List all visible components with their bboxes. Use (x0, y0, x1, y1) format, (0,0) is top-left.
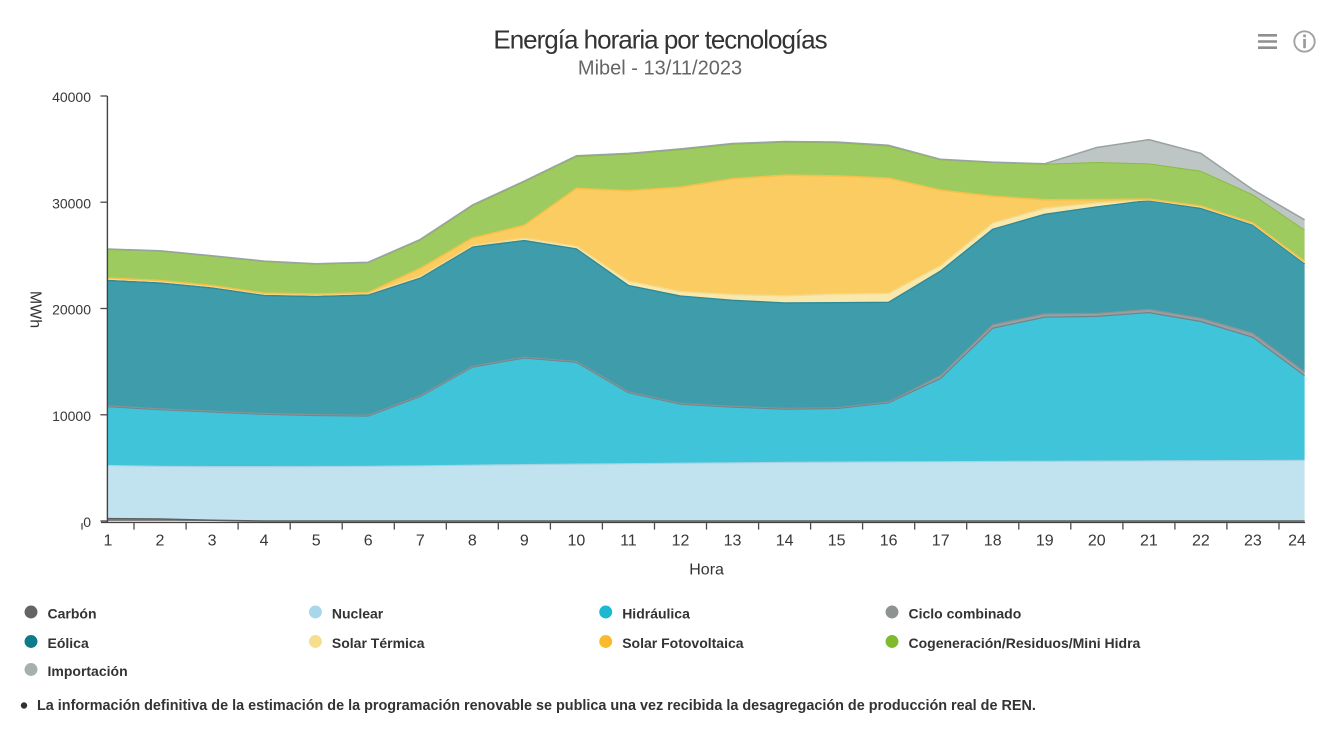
svg-text:15: 15 (828, 533, 846, 550)
svg-text:40000: 40000 (52, 89, 91, 105)
svg-text:12: 12 (672, 533, 690, 550)
svg-text:30000: 30000 (52, 195, 91, 211)
svg-text:2: 2 (156, 533, 165, 550)
svg-text:Carbón: Carbón (48, 605, 97, 621)
svg-text:Solar Térmica: Solar Térmica (332, 635, 425, 651)
svg-text:Nuclear: Nuclear (332, 605, 384, 621)
svg-text:Hora: Hora (689, 562, 724, 579)
svg-text:13: 13 (724, 533, 742, 550)
svg-text:7: 7 (416, 533, 425, 550)
svg-text:14: 14 (776, 533, 794, 550)
svg-text:8: 8 (468, 533, 477, 550)
svg-text:3: 3 (208, 533, 217, 550)
svg-text:La información definitiva de l: La información definitiva de la estimaci… (37, 698, 1036, 714)
svg-text:6: 6 (364, 533, 373, 550)
svg-text:Mibel - 13/11/2023: Mibel - 13/11/2023 (578, 58, 742, 80)
svg-text:Importación: Importación (48, 663, 128, 679)
svg-text:16: 16 (880, 533, 898, 550)
svg-text:Ciclo combinado: Ciclo combinado (909, 605, 1022, 621)
svg-text:0: 0 (83, 514, 91, 530)
svg-text:18: 18 (984, 533, 1002, 550)
svg-text:20: 20 (1088, 533, 1106, 550)
svg-text:20000: 20000 (52, 302, 91, 318)
svg-text:Hidráulica: Hidráulica (622, 605, 690, 621)
svg-text:1: 1 (104, 533, 113, 550)
svg-text:MWh: MWh (27, 291, 44, 328)
svg-text:Eólica: Eólica (48, 635, 89, 651)
svg-text:9: 9 (520, 533, 529, 550)
svg-text:10000: 10000 (52, 408, 91, 424)
svg-text:23: 23 (1244, 533, 1262, 550)
svg-text:19: 19 (1036, 533, 1054, 550)
svg-text:11: 11 (620, 533, 637, 550)
svg-text:Cogeneración/Residuos/Mini Hid: Cogeneración/Residuos/Mini Hidra (909, 635, 1141, 651)
svg-text:17: 17 (932, 533, 950, 550)
svg-text:24: 24 (1288, 533, 1306, 550)
svg-text:5: 5 (312, 533, 321, 550)
svg-text:4: 4 (260, 533, 269, 550)
svg-text:10: 10 (568, 533, 586, 550)
svg-text:Energía horaria por tecnología: Energía horaria por tecnologías (493, 25, 827, 55)
svg-text:Solar Fotovoltaica: Solar Fotovoltaica (622, 635, 744, 651)
svg-text:21: 21 (1140, 533, 1158, 550)
svg-text:22: 22 (1192, 533, 1210, 550)
